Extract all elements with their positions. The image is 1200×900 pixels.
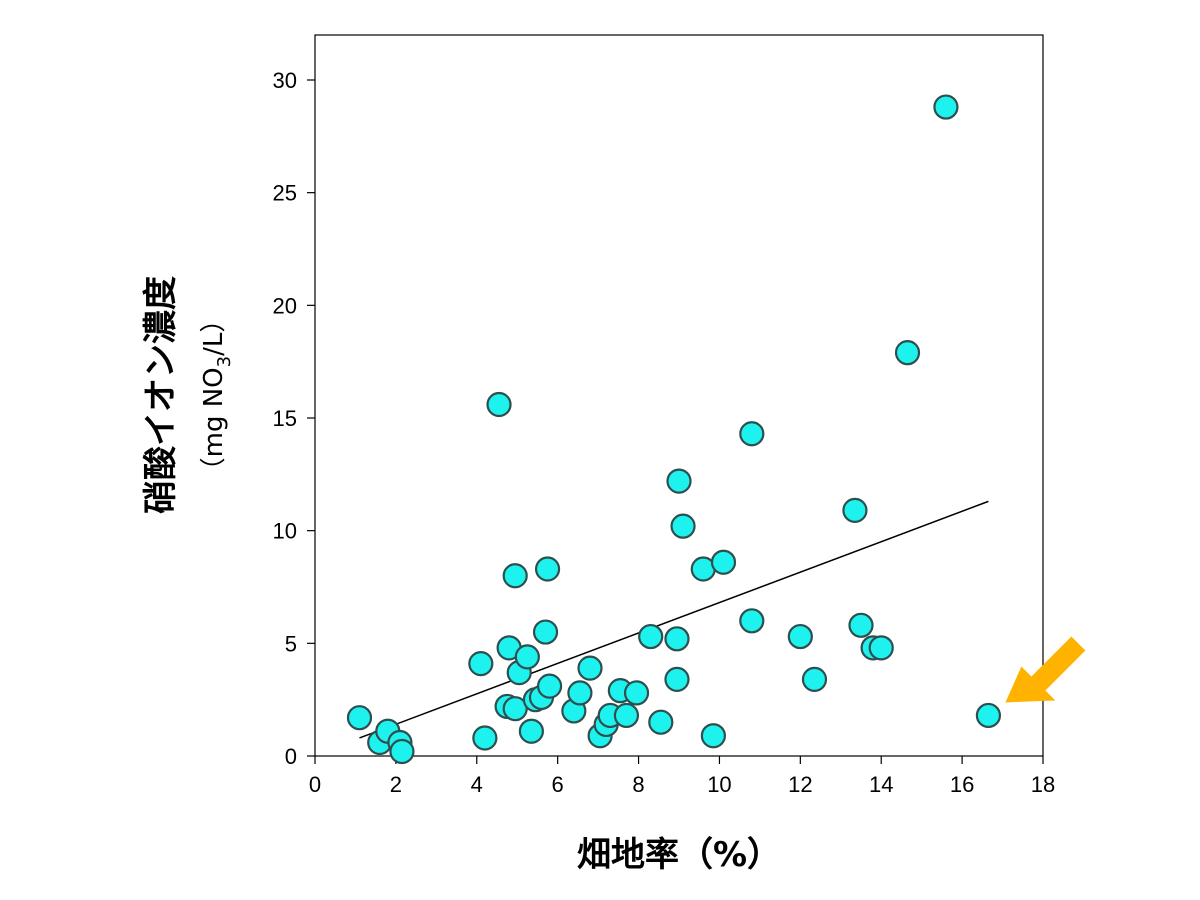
y-tick-label: 0: [285, 744, 297, 769]
data-points: [346, 94, 1002, 765]
x-tick-label: 18: [1031, 772, 1055, 797]
y-unit-suffix: /L）: [199, 307, 229, 356]
data-point: [666, 468, 692, 494]
x-tick-label: 10: [707, 772, 731, 797]
y-axis-ticks: 0 5 10 15 20 25 30: [273, 68, 315, 769]
x-tick-label: 16: [950, 772, 974, 797]
data-point: [848, 612, 874, 638]
data-point: [567, 680, 593, 706]
data-point: [664, 666, 690, 692]
x-tick-label: 14: [869, 772, 893, 797]
y-tick-label: 5: [285, 631, 297, 656]
y-tick-label: 30: [273, 68, 297, 93]
y-unit-subscript: 3: [214, 356, 235, 367]
data-point: [842, 497, 868, 523]
data-point: [514, 644, 540, 670]
data-point: [486, 391, 512, 418]
y-tick-label: 25: [273, 181, 297, 206]
x-tick-label: 6: [552, 772, 564, 797]
y-axis-unit-group: （mg NO3/L）: [199, 307, 235, 484]
data-point: [894, 340, 921, 366]
data-point: [577, 655, 603, 681]
data-point: [536, 673, 563, 699]
data-point: [389, 738, 415, 765]
y-axis-unit: （mg NO3/L）: [199, 307, 235, 484]
data-point: [787, 623, 813, 650]
y-axis-title-group: 硝酸イオン濃度: [141, 276, 181, 514]
data-point: [868, 635, 894, 661]
data-point: [739, 608, 765, 634]
data-point: [518, 718, 544, 744]
data-point: [346, 705, 373, 731]
y-tick-label: 20: [273, 293, 297, 318]
data-point: [801, 666, 828, 692]
data-point: [700, 723, 726, 749]
data-point: [472, 725, 498, 751]
data-point: [613, 702, 640, 729]
highlight-arrow: [1005, 636, 1086, 703]
data-point: [502, 563, 528, 589]
x-tick-label: 0: [309, 772, 321, 797]
x-tick-label: 2: [390, 772, 402, 797]
data-point: [534, 556, 561, 582]
x-tick-label: 4: [471, 772, 483, 797]
trend-line: [359, 500, 989, 739]
data-point: [623, 680, 650, 706]
x-tick-label: 12: [788, 772, 812, 797]
data-point: [664, 626, 690, 652]
data-point: [933, 94, 959, 120]
x-axis-title: 畑地率（%）: [577, 835, 781, 875]
y-axis-title: 硝酸イオン濃度: [141, 276, 181, 514]
x-axis-ticks: 0 2 4 6 8 10 12 14 16 18: [309, 756, 1055, 797]
y-tick-label: 10: [273, 519, 297, 544]
data-point: [638, 623, 664, 650]
y-unit-prefix: （mg NO: [199, 367, 229, 483]
data-point: [739, 421, 765, 447]
data-point: [532, 619, 559, 645]
data-point: [975, 702, 1002, 729]
data-point: [710, 549, 737, 575]
data-point: [468, 651, 494, 677]
data-point: [670, 513, 696, 539]
x-tick-label: 8: [632, 772, 644, 797]
data-point: [648, 709, 674, 735]
y-tick-label: 15: [273, 406, 297, 431]
